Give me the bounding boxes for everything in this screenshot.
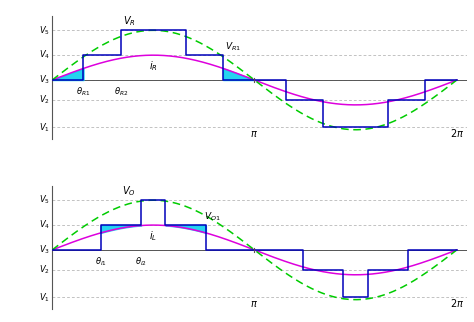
Text: $V_2$: $V_2$: [39, 264, 50, 276]
Text: $i_L$: $i_L$: [149, 229, 157, 243]
Text: $\theta_{l2}$: $\theta_{l2}$: [135, 256, 147, 268]
Text: $V_O$: $V_O$: [122, 184, 136, 198]
Text: $\pi$: $\pi$: [250, 129, 258, 139]
Text: $V_4$: $V_4$: [39, 219, 50, 231]
Text: $V_{O1}$: $V_{O1}$: [204, 210, 220, 223]
Text: $V_4$: $V_4$: [39, 49, 50, 62]
Text: $i_R$: $i_R$: [149, 60, 158, 73]
Text: $V_{R1}$: $V_{R1}$: [225, 40, 241, 53]
Text: $V_2$: $V_2$: [39, 94, 50, 106]
Text: $V_1$: $V_1$: [39, 121, 50, 134]
Text: $\pi$: $\pi$: [250, 299, 258, 309]
Text: $2\pi$: $2\pi$: [450, 127, 464, 139]
Text: $V_R$: $V_R$: [123, 14, 136, 28]
Text: $\theta_{R1}$: $\theta_{R1}$: [76, 86, 91, 99]
Text: $V_5$: $V_5$: [39, 24, 50, 37]
Text: $V_1$: $V_1$: [39, 291, 50, 304]
Text: $\theta_{l1}$: $\theta_{l1}$: [95, 256, 107, 268]
Text: $V_3$: $V_3$: [39, 244, 50, 256]
Text: $2\pi$: $2\pi$: [450, 297, 464, 309]
Text: $V_5$: $V_5$: [39, 194, 50, 206]
Text: $V_3$: $V_3$: [39, 74, 50, 86]
Text: $\theta_{R2}$: $\theta_{R2}$: [114, 86, 128, 99]
